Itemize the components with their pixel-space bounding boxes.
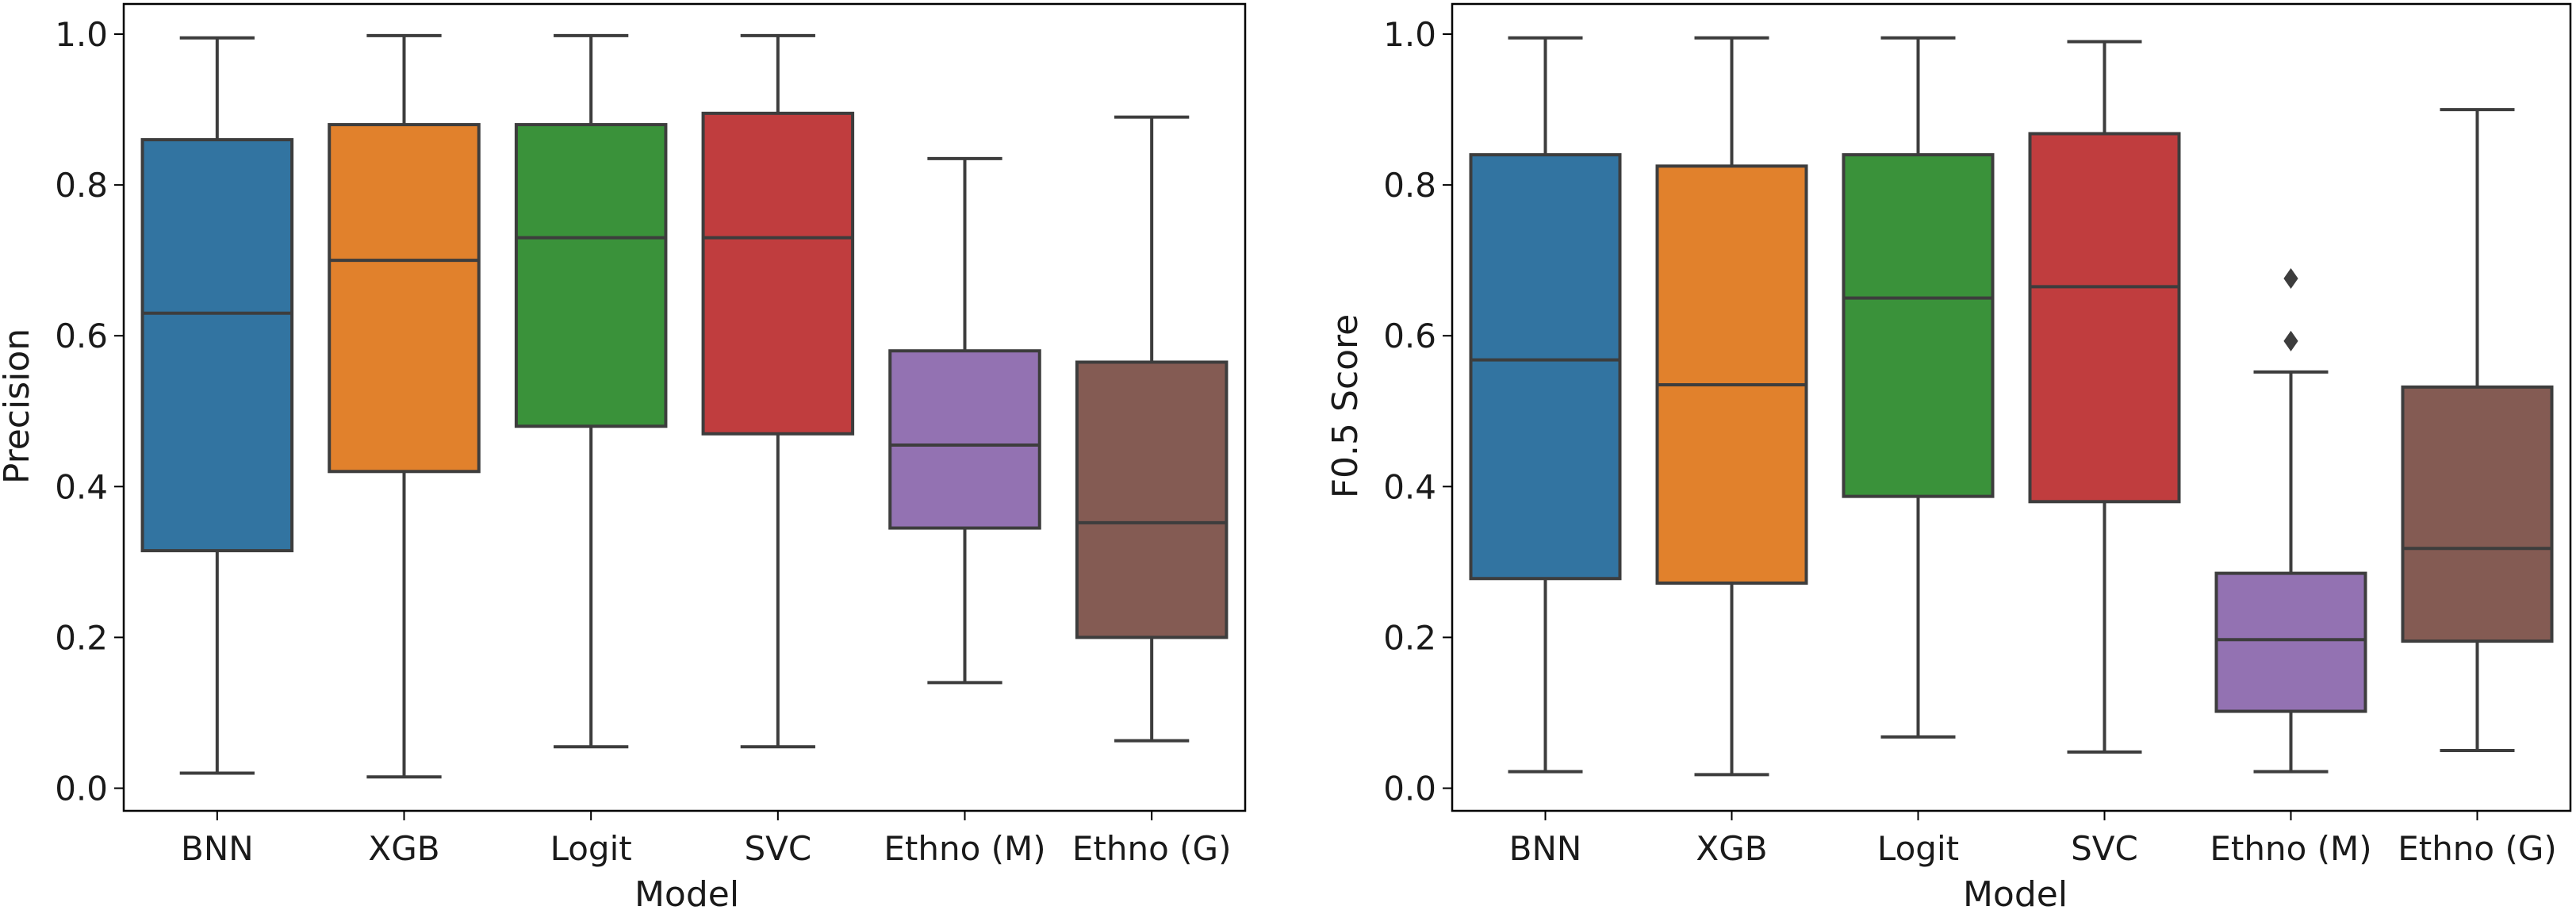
precision-box-group-svc — [701, 33, 855, 749]
precision-axes-frame — [122, 2, 1247, 812]
f05-box — [2028, 132, 2181, 504]
f05-y-tick-label: 0.4 — [1383, 467, 1436, 506]
f05-box-group-logit — [1842, 36, 1995, 739]
precision-y-tick-label: 0.8 — [55, 166, 108, 205]
f05-box-group-svc — [2028, 40, 2181, 754]
precision-x-axis-title: Model — [634, 874, 739, 910]
precision-box-group-ethno-m — [888, 156, 1041, 685]
precision-box-group-xgb — [328, 33, 481, 779]
f05-box — [1469, 153, 1622, 581]
precision-y-tick-label: 0.0 — [55, 769, 108, 808]
precision-y-tick-label: 1.0 — [55, 15, 108, 54]
f05-box-group-ethno-g — [2401, 108, 2554, 752]
f05-axes-frame — [1451, 2, 2572, 812]
precision-x-tick-label: Ethno (G) — [1072, 829, 1232, 868]
f05-x-tick-label: Ethno (G) — [2398, 829, 2557, 868]
f05-plot: 0.0 0.2 0.4 0.6 0.8 1.0 BNN XGB Logit SVC Ethno (M… — [1383, 2, 2572, 868]
f05-x-tick-label: Ethno (M) — [2210, 829, 2371, 868]
f05-y-tick-label: 0.8 — [1383, 166, 1436, 205]
precision-y-tick-label: 0.6 — [55, 317, 108, 355]
precision-panel: Precision Model — [0, 328, 739, 910]
precision-box-group-bnn — [140, 36, 294, 775]
precision-box — [140, 138, 294, 553]
f05-box — [2401, 385, 2554, 643]
precision-box — [328, 123, 481, 474]
precision-y-tick-label: 0.2 — [55, 618, 108, 657]
precision-plot: 0.0 0.2 0.4 0.6 0.8 1.0 BNN XGB Logit SVC Ethno (M… — [55, 2, 1247, 868]
precision-box-group-ethno-g — [1075, 115, 1229, 743]
f05-panel: F0.5 Score Model — [1325, 314, 2068, 910]
f05-y-tick-label: 1.0 — [1383, 15, 1436, 54]
precision-y-axis-title: Precision — [0, 328, 37, 484]
precision-x-tick-label: Logit — [550, 829, 632, 868]
f05-box — [2214, 571, 2367, 713]
precision-box-group-logit — [514, 33, 668, 749]
precision-x-tick-label: BNN — [181, 829, 254, 868]
f05-x-tick-label: XGB — [1696, 829, 1767, 868]
f05-x-tick-label: SVC — [2071, 829, 2138, 868]
precision-x-tick-label: Ethno (M) — [884, 829, 1045, 868]
precision-x-tick-label: XGB — [368, 829, 439, 868]
f05-outlier-point — [2283, 267, 2298, 289]
f05-y-tick-label: 0.6 — [1383, 317, 1436, 355]
f05-x-tick-label: BNN — [1509, 829, 1582, 868]
precision-box — [701, 111, 855, 436]
f05-outlier-point — [2283, 330, 2298, 351]
precision-x-tick-label: SVC — [744, 829, 811, 868]
f05-y-tick-label: 0.2 — [1383, 618, 1436, 657]
precision-box — [888, 349, 1041, 530]
f05-box — [1655, 164, 1808, 585]
f05-x-tick-label: Logit — [1877, 829, 1959, 868]
precision-y-tick-label: 0.4 — [55, 467, 108, 506]
f05-y-tick-label: 0.0 — [1383, 769, 1436, 808]
f05-y-axis-title: F0.5 Score — [1325, 314, 1366, 499]
f05-box-group-ethno-m — [2214, 267, 2367, 774]
f05-box-group-bnn — [1469, 36, 1622, 774]
f05-x-axis-title: Model — [1963, 874, 2068, 910]
precision-box — [514, 123, 668, 428]
f05-box-group-xgb — [1655, 36, 1808, 777]
f05-box — [1842, 153, 1995, 498]
precision-box — [1075, 360, 1229, 639]
